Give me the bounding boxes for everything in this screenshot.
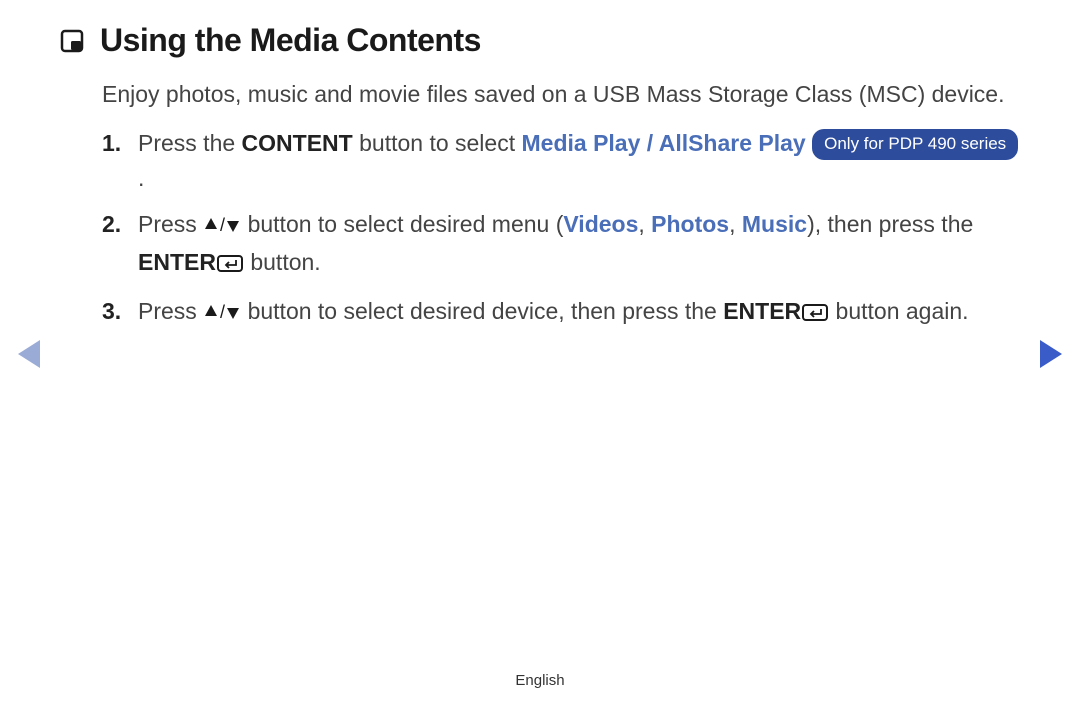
step3-prefix: Press — [138, 298, 203, 324]
step-1: Press the CONTENT button to select Media… — [102, 126, 1020, 197]
step3-enter-label: ENTER — [723, 298, 801, 324]
content-wrap: Using the Media Contents Enjoy photos, m… — [0, 0, 1080, 333]
step2-comma1: , — [638, 211, 651, 237]
step2-comma2: , — [729, 211, 742, 237]
heading-row: Using the Media Contents — [60, 22, 1020, 59]
step2-prefix: Press — [138, 211, 203, 237]
step2-mid2: ), then press the — [807, 211, 973, 237]
enter-icon — [216, 248, 244, 284]
next-page-arrow[interactable] — [1038, 338, 1064, 370]
step3-mid1: button to select desired device, then pr… — [241, 298, 723, 324]
step2-enter-label: ENTER — [138, 249, 216, 275]
step2-suffix: button. — [244, 249, 321, 275]
prev-page-arrow[interactable] — [16, 338, 42, 370]
intro-paragraph: Enjoy photos, music and movie files save… — [102, 77, 1020, 112]
step-2: Press / button to select desired menu (V… — [102, 207, 1020, 284]
up-down-icon: / — [203, 210, 241, 246]
section-bullet-icon — [60, 29, 84, 53]
up-down-icon: / — [203, 297, 241, 333]
step2-videos-link: Videos — [563, 211, 638, 237]
svg-text:/: / — [220, 215, 225, 235]
step1-media-play-link: Media Play / AllShare Play — [522, 130, 806, 156]
step3-suffix: button again. — [829, 298, 968, 324]
pdp-series-pill: Only for PDP 490 series — [812, 129, 1018, 160]
svg-text:/: / — [220, 302, 225, 322]
step2-mid1: button to select desired menu ( — [241, 211, 563, 237]
page-title: Using the Media Contents — [100, 22, 481, 59]
enter-icon — [801, 297, 829, 333]
step2-music-link: Music — [742, 211, 807, 237]
step2-photos-link: Photos — [651, 211, 729, 237]
step1-content-label: CONTENT — [242, 130, 353, 156]
step1-suffix: . — [138, 165, 144, 191]
step1-text-mid: button to select — [353, 130, 522, 156]
footer-language: English — [0, 672, 1080, 689]
step-3: Press / button to select desired device,… — [102, 294, 1020, 333]
step-list: Press the CONTENT button to select Media… — [102, 126, 1020, 333]
step1-text-prefix: Press the — [138, 130, 242, 156]
